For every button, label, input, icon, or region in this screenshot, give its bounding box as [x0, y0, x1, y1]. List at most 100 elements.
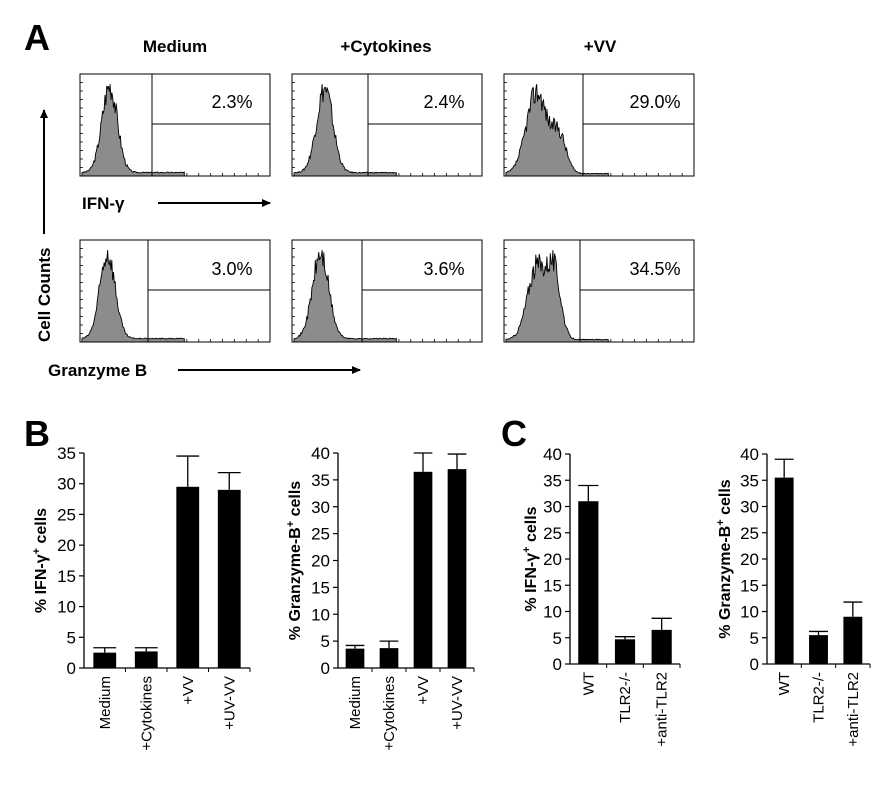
y-tick-label: 15	[740, 576, 759, 595]
histogram-grid	[79, 73, 695, 343]
histogram-plot	[291, 239, 483, 343]
histogram-distribution	[81, 250, 185, 343]
y-tick-label: 35	[740, 471, 759, 490]
y-tick-label: 30	[57, 475, 76, 494]
bar-chart-1: 0 5 10 15 20 25 30 35 Medium +Cytokines +VV +UV-VV%…	[31, 444, 251, 751]
y-tick-label: 40	[543, 445, 562, 464]
y-tick-label: 35	[311, 471, 330, 490]
condition-header-medium: Medium	[143, 37, 207, 56]
bar	[447, 469, 467, 668]
category-label: WT	[580, 672, 597, 695]
percent-granzyme-medium: 3.0%	[211, 259, 252, 279]
histogram-distribution	[505, 250, 609, 343]
category-label: WT	[776, 672, 793, 695]
y-tick-label: 20	[311, 552, 330, 571]
y-axis-label: % Granzyme-B+ cells	[715, 479, 734, 638]
y-axis-label: % IFN-γ+ cells	[31, 508, 50, 613]
histogram-distribution	[293, 250, 397, 343]
y-tick-label: 15	[57, 567, 76, 586]
bar	[843, 616, 863, 664]
y-tick-label: 5	[750, 629, 759, 648]
histogram-plot	[291, 73, 483, 177]
histogram-distribution	[293, 84, 397, 177]
histogram-plot	[503, 73, 695, 177]
y-tick-label: 25	[57, 505, 76, 524]
percent-ifn-cytokines: 2.4%	[423, 92, 464, 112]
percent-granzyme-vv: 34.5%	[629, 259, 680, 279]
category-label: +Cytokines	[138, 676, 155, 751]
y-tick-label: 10	[740, 603, 759, 622]
y-tick-label: 20	[543, 550, 562, 569]
y-tick-label: 35	[543, 471, 562, 490]
category-label: Medium	[347, 676, 364, 729]
y-tick-label: 25	[311, 525, 330, 544]
bar	[614, 639, 636, 664]
y-tick-label: 20	[57, 536, 76, 555]
y-tick-label: 5	[553, 629, 562, 648]
panel-label-a: A	[24, 17, 50, 58]
percent-ifn-vv: 29.0%	[629, 92, 680, 112]
category-label: +anti-TLR2	[654, 672, 671, 747]
category-label: +UV-VV	[449, 676, 466, 730]
y-tick-label: 10	[311, 605, 330, 624]
y-tick-label: 25	[740, 524, 759, 543]
cell-counts-label: Cell Counts	[35, 248, 54, 342]
histogram-plot	[503, 239, 695, 343]
marker-label-ifn: IFN-γ	[82, 194, 125, 213]
histogram-distribution	[505, 84, 609, 177]
y-axis-label: % Granzyme-B+ cells	[285, 481, 304, 640]
y-tick-label: 5	[67, 628, 76, 647]
y-tick-label: 10	[57, 598, 76, 617]
bar	[809, 635, 828, 664]
bar	[134, 651, 158, 668]
y-tick-label: 0	[750, 655, 759, 674]
bar-chart-2: 0 5 10 15 20 25 30 35 40 Medium +Cytokines +VV +UV-V…	[285, 444, 475, 751]
panel-label-b: B	[24, 413, 50, 454]
y-tick-label: 0	[553, 655, 562, 674]
y-tick-label: 30	[740, 498, 759, 517]
panel-label-c: C	[501, 413, 527, 454]
y-tick-label: 0	[67, 659, 76, 678]
y-tick-label: 35	[57, 444, 76, 463]
y-tick-label: 40	[740, 445, 759, 464]
bar-chart-3: 0 5 10 15 20 25 30 35 40 WT TLR2-/- +anti-TLR2 % IFN…	[521, 445, 681, 747]
category-label: +anti-TLR2	[845, 672, 862, 747]
histogram-plot	[79, 73, 271, 177]
bar	[345, 648, 365, 668]
bar	[176, 486, 200, 668]
category-label: +UV-VV	[221, 676, 238, 730]
bar	[578, 501, 599, 664]
percent-granzyme-cytokines: 3.6%	[423, 259, 464, 279]
bar	[774, 477, 794, 664]
bar-chart-4: 0 5 10 15 20 25 30 35 40 WT TLR2-/- +anti-TLR2 % Gra…	[715, 445, 871, 747]
bar	[93, 652, 117, 668]
y-tick-label: 15	[543, 576, 562, 595]
y-tick-label: 0	[321, 659, 330, 678]
y-tick-label: 30	[311, 498, 330, 517]
bar	[651, 629, 672, 664]
category-label: TLR2-/-	[811, 672, 828, 723]
condition-header-cytokines: +Cytokines	[340, 37, 431, 56]
percent-ifn-medium: 2.3%	[211, 92, 252, 112]
y-tick-label: 15	[311, 578, 330, 597]
histogram-plot	[79, 239, 271, 343]
category-label: +VV	[180, 676, 197, 705]
y-tick-label: 5	[321, 632, 330, 651]
histogram-distribution	[81, 84, 185, 177]
category-label: Medium	[97, 676, 114, 729]
bar	[217, 489, 241, 668]
y-tick-label: 25	[543, 524, 562, 543]
y-tick-label: 30	[543, 498, 562, 517]
marker-label-granzyme: Granzyme B	[48, 361, 147, 380]
y-tick-label: 20	[740, 550, 759, 569]
y-tick-label: 10	[543, 603, 562, 622]
bar-charts: 0 5 10 15 20 25 30 35 Medium +Cytokines +VV +UV-VV%…	[31, 444, 871, 751]
y-tick-label: 40	[311, 444, 330, 463]
y-axis-label: % IFN-γ+ cells	[521, 506, 540, 611]
bar	[413, 471, 433, 668]
category-label: TLR2-/-	[617, 672, 634, 723]
bar	[379, 648, 399, 668]
category-label: +Cytokines	[381, 676, 398, 751]
category-label: +VV	[415, 676, 432, 705]
